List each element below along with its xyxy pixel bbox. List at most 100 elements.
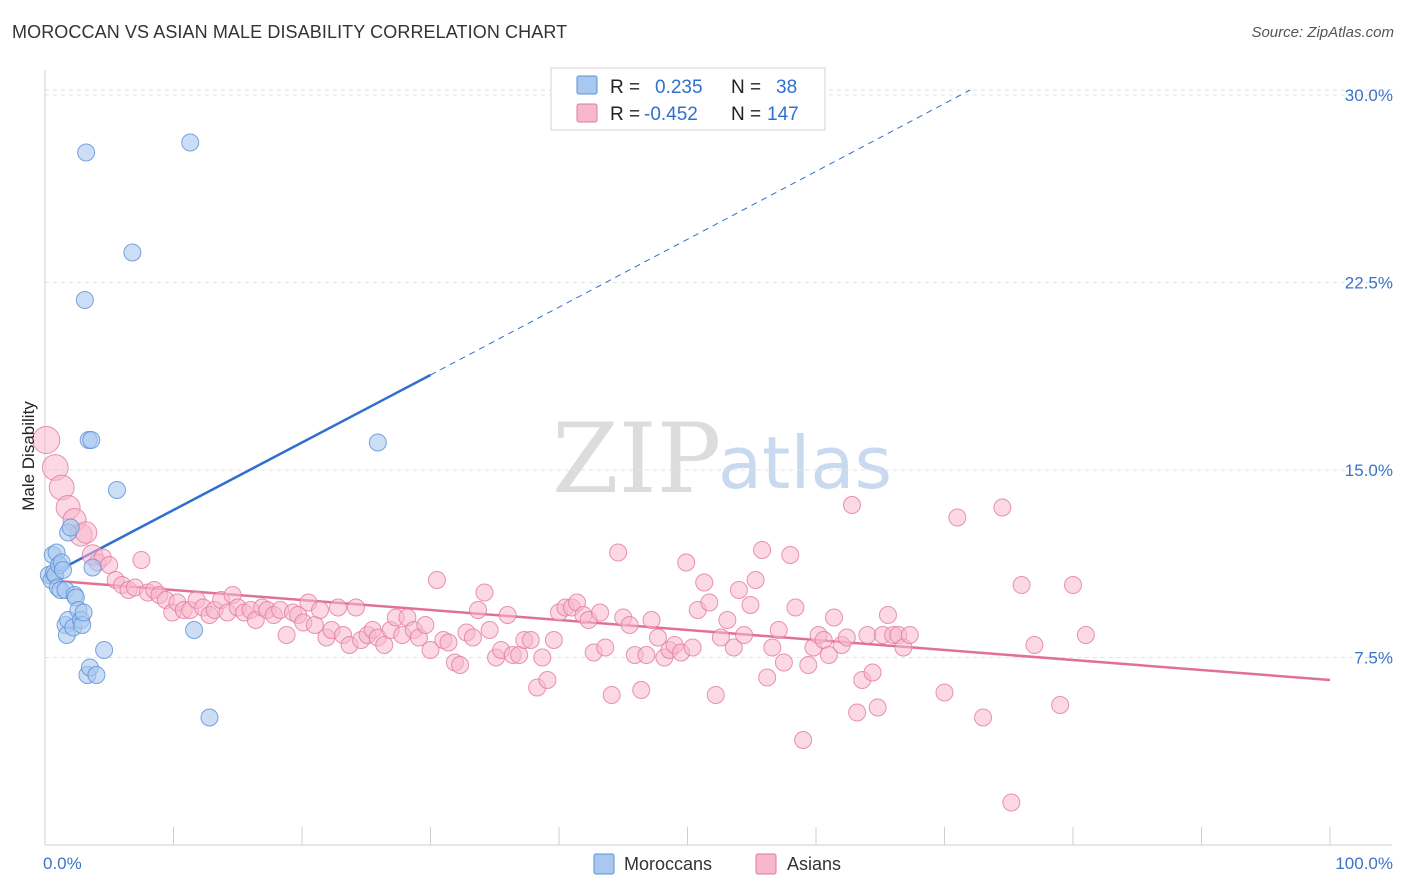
asians-point [602, 686, 621, 704]
asians-point [799, 656, 818, 674]
asians-point [1012, 576, 1031, 594]
y-tick-label: 22.5% [1345, 274, 1393, 293]
asians-point [735, 626, 754, 644]
moroccans-point [107, 481, 126, 499]
data-points [32, 133, 1095, 812]
watermark: ZIP atlas [552, 403, 892, 515]
trend-line-asians [44, 578, 1331, 682]
asians-point [774, 653, 793, 672]
asians-point [1064, 576, 1082, 594]
asians-point [100, 556, 119, 574]
asians-point [648, 628, 667, 647]
asians-point [741, 596, 760, 614]
asians-point [868, 698, 887, 717]
x-tick-label-min: 0.0% [43, 854, 82, 873]
moroccans-point [82, 431, 101, 449]
asians-point [858, 626, 877, 644]
asians-point [451, 656, 470, 674]
asians-point [328, 598, 347, 617]
axes: 7.5% 15.0% 22.5% 30.0% 0.0% 100.0% [43, 70, 1393, 873]
asians-point [375, 636, 394, 654]
moroccans-point [75, 291, 94, 309]
asians-point [521, 631, 540, 649]
legend-n-label-1: N = [731, 77, 761, 98]
y-axis-label: Male Disability [19, 401, 38, 511]
moroccans-point [53, 561, 72, 579]
asians-point [900, 626, 919, 644]
moroccans-point [83, 558, 102, 577]
asians-point [863, 663, 882, 682]
legend-n-value-1: 38 [776, 77, 797, 98]
legend-r-label-2: R = [610, 104, 640, 125]
asians-point [724, 638, 743, 657]
asians-point [706, 686, 725, 704]
asians-point [842, 496, 861, 514]
asians-point [746, 571, 765, 589]
asians-point [310, 601, 329, 619]
asians-point [781, 546, 800, 564]
asians-point [463, 628, 482, 647]
asians-point [533, 648, 552, 667]
asians-point [935, 683, 954, 702]
asians-point [824, 608, 843, 627]
bottom-legend-label-asians: Asians [787, 854, 841, 874]
asians-point [609, 543, 628, 562]
moroccans-point [61, 518, 80, 537]
asians-point [620, 616, 639, 634]
asians-point [683, 638, 702, 657]
legend-r-label-1: R = [610, 77, 640, 98]
asians-point [819, 646, 838, 664]
asians-point [974, 708, 993, 727]
chart-title: MOROCCAN VS ASIAN MALE DISABILITY CORREL… [12, 22, 568, 42]
asians-point [538, 671, 557, 689]
moroccans-point [185, 621, 204, 639]
asians-point [544, 631, 563, 649]
moroccans-point [95, 641, 114, 659]
asians-point [642, 611, 661, 629]
legend: R = 0.235 N = 38 R = -0.452 N = 147 [550, 67, 826, 131]
legend-r-value-2: -0.452 [644, 104, 698, 125]
bottom-legend-swatch-asians [755, 853, 777, 875]
moroccans-point [87, 666, 106, 684]
asians-point [510, 646, 529, 664]
legend-swatch-moroccans [576, 75, 598, 95]
asians-point [837, 628, 856, 647]
asians-point [1002, 793, 1021, 812]
trend-lines [44, 89, 1331, 682]
asians-point [769, 621, 788, 639]
bottom-legend-swatch-moroccans [593, 853, 615, 875]
asians-point [814, 631, 833, 649]
asians-point [993, 498, 1012, 517]
asians-point [1025, 636, 1044, 654]
moroccans-point [368, 433, 387, 452]
moroccans-point [123, 243, 142, 262]
asians-point [346, 598, 365, 617]
moroccans-point [181, 133, 200, 152]
asians-point [758, 668, 777, 687]
asians-point [1051, 696, 1070, 714]
asians-point [794, 731, 813, 749]
trend-line-moroccans-extrapolated [430, 89, 971, 376]
asians-point [132, 551, 151, 569]
series-asians [32, 425, 1095, 812]
watermark-atlas: atlas [718, 421, 892, 505]
watermark-zip: ZIP [552, 403, 721, 515]
bottom-legend: Moroccans Asians [593, 853, 841, 875]
moroccans-point [77, 143, 96, 162]
asians-point [677, 553, 696, 572]
asians-point [421, 641, 440, 659]
asians-point [427, 571, 446, 589]
asians-point [637, 646, 656, 664]
legend-swatch-asians [576, 103, 598, 123]
legend-r-value-1: 0.235 [655, 77, 703, 98]
y-tick-label: 15.0% [1345, 461, 1393, 480]
asians-point [480, 621, 499, 639]
grid-lines [45, 89, 1392, 658]
asians-point [878, 606, 897, 624]
asians-point [32, 425, 61, 455]
asians-point [700, 593, 719, 612]
asians-point [596, 638, 615, 657]
asians-point [753, 541, 772, 559]
legend-n-label-2: N = [731, 104, 761, 125]
